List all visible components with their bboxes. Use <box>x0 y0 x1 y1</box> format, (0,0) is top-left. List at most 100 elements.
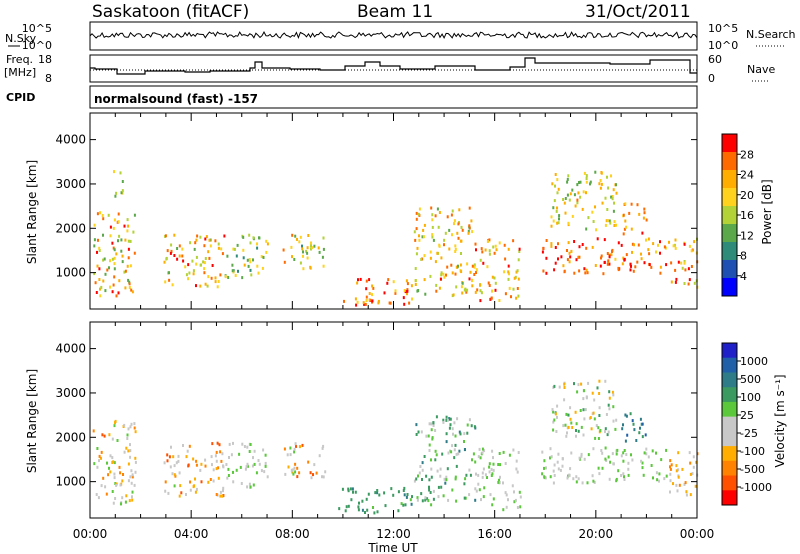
data-cell <box>324 470 327 474</box>
data-cell <box>102 217 105 221</box>
data-cell <box>659 265 662 269</box>
data-cell <box>635 439 638 442</box>
data-cell <box>473 263 476 267</box>
data-cell <box>420 492 423 496</box>
data-cell <box>291 233 294 237</box>
data-cell <box>456 417 459 421</box>
colorbar-segment <box>722 460 737 476</box>
data-cell <box>312 473 314 477</box>
data-cell <box>641 422 644 426</box>
data-cell <box>126 218 129 222</box>
data-cell <box>622 423 624 427</box>
nsky-series <box>89 31 698 40</box>
data-cell <box>377 299 380 303</box>
data-cell <box>584 271 587 275</box>
data-cell <box>451 427 454 431</box>
colorbar-tick-label: 25 <box>740 409 754 422</box>
data-cell <box>553 384 556 388</box>
data-cell <box>171 283 174 287</box>
data-cell <box>472 452 475 456</box>
data-cell <box>373 511 376 515</box>
data-cell <box>550 224 553 228</box>
data-cell <box>230 453 233 457</box>
data-cell <box>186 449 189 453</box>
nsearch-tick-bottom: 10^0 <box>708 39 738 52</box>
freq-series <box>90 57 697 75</box>
data-cell <box>626 433 629 437</box>
data-cell <box>479 283 481 287</box>
data-cell <box>358 501 360 505</box>
data-cell <box>490 296 493 300</box>
data-cell <box>650 265 653 269</box>
data-cell <box>552 469 555 473</box>
ytick-label: 3000 <box>55 386 86 400</box>
data-cell <box>416 496 419 500</box>
data-cell <box>445 478 448 482</box>
data-cell <box>622 451 625 455</box>
data-cell <box>623 449 626 452</box>
data-cell <box>203 244 206 248</box>
data-cell <box>420 257 423 261</box>
data-cell <box>432 421 435 425</box>
data-cell <box>449 423 452 427</box>
data-cell <box>553 268 556 272</box>
data-cell <box>128 499 131 503</box>
data-cell <box>403 289 406 292</box>
data-cell <box>125 494 128 498</box>
data-cell <box>305 249 308 253</box>
data-cell <box>170 243 173 247</box>
data-cell <box>488 238 491 242</box>
data-cell <box>566 476 569 480</box>
data-cell <box>577 477 580 481</box>
data-cell <box>415 477 418 481</box>
data-cell <box>227 474 230 477</box>
data-cell <box>543 459 546 463</box>
data-cell <box>585 227 588 231</box>
data-cell <box>430 458 432 462</box>
data-cell <box>663 245 666 249</box>
data-cell <box>465 290 468 294</box>
data-cell <box>513 490 515 494</box>
data-cell <box>446 265 449 269</box>
data-cell <box>467 229 470 233</box>
data-cell <box>599 429 602 432</box>
data-cell <box>365 497 368 501</box>
data-cell <box>468 206 471 210</box>
data-cell <box>561 464 564 468</box>
data-cell <box>675 469 678 473</box>
data-cell <box>457 236 460 240</box>
data-cell <box>565 434 568 438</box>
data-cell <box>354 490 357 494</box>
data-cell <box>563 386 566 389</box>
data-cell <box>566 193 569 197</box>
data-cell <box>638 212 641 216</box>
data-cell <box>129 239 132 243</box>
time-xlabel: Time UT <box>367 541 418 554</box>
data-cell <box>100 484 103 488</box>
data-cell <box>609 221 612 225</box>
data-cell <box>507 270 510 274</box>
power-ylabel: Slant Range [km] <box>25 160 39 264</box>
data-cell <box>640 252 642 256</box>
data-cell <box>638 431 641 435</box>
data-cell <box>642 216 645 220</box>
data-cell <box>437 485 440 489</box>
data-cell <box>98 267 101 271</box>
data-cell <box>599 179 602 182</box>
data-cell <box>681 266 684 270</box>
data-cell <box>430 503 433 507</box>
data-cell <box>586 481 589 485</box>
data-cell <box>579 195 582 199</box>
data-cell <box>294 462 297 466</box>
data-cell <box>215 467 218 471</box>
data-cell <box>551 182 554 186</box>
data-cell <box>118 465 121 469</box>
data-cell <box>449 417 452 421</box>
data-cell <box>195 238 198 242</box>
data-cell <box>621 427 624 431</box>
data-cell <box>473 265 476 269</box>
data-cell <box>665 448 668 452</box>
data-cell <box>479 299 482 303</box>
data-cell <box>579 409 582 412</box>
data-cell <box>98 454 101 458</box>
